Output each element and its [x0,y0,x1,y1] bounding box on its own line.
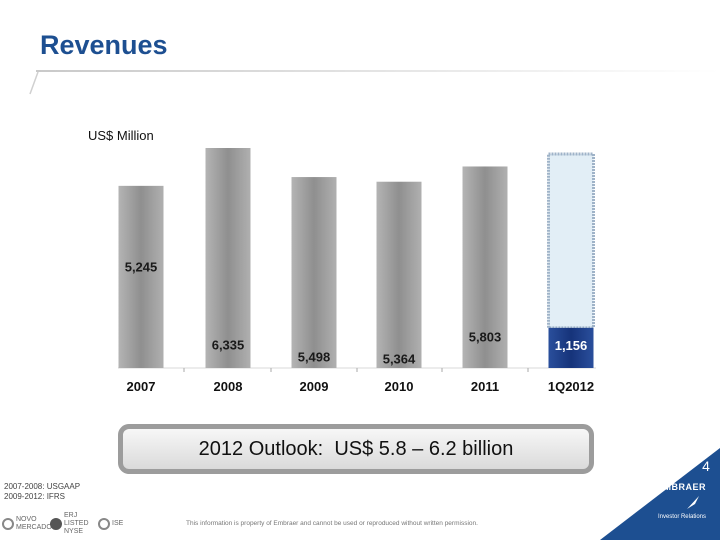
bar-value-label: 5,803 [469,329,502,344]
projection-outline [547,152,595,330]
x-tick-label: 2011 [471,379,499,394]
x-tick-label: 2008 [214,379,243,394]
brand-subtitle: Investor Relations [657,514,706,520]
x-tick-label: 2010 [385,379,414,394]
x-tick-label: 2007 [127,379,156,394]
slide-title: Revenues [40,30,168,60]
bar-2007 [118,185,164,368]
bar-1q2012 [548,327,594,368]
novo-mercado-logo: NOVO MERCADO [2,516,52,532]
novo-mercado-seal-icon [2,518,14,530]
footnote-line: 2007-2008: USGAAP [4,482,81,491]
nyse-logo: ERJ LISTED NYSE [50,512,94,536]
embraer-wing-icon [687,496,699,509]
bar-value-label: 5,245 [125,260,158,275]
y-axis-label: US$ Million [88,128,154,143]
outlook-box: 2012 Outlook: US$ 5.8 – 6.2 billion [118,424,594,474]
x-tick-label: 1Q2012 [548,379,594,394]
bar-value-label: 5,364 [383,352,416,367]
ise-seal-icon [98,518,110,530]
footer-disclaimer: This information is property of Embraer … [186,520,478,527]
ise-logo: ISE [98,518,123,530]
bar-2011 [462,166,508,368]
brand-background [600,448,720,540]
title-slash [29,71,39,95]
footer-logos: NOVO MERCADO ERJ LISTED NYSE ISE [2,508,172,540]
bar-value-label: 5,498 [298,349,331,364]
bar-2010 [376,181,422,368]
bar-value-label: 6,335 [212,337,245,352]
embraer-logo: EMBRAER Investor Relations [618,478,710,532]
revenue-chart: US$ Million 5,245 2007 6,335 2008 5,498 2009 5… [88,128,596,394]
page-number: 4 [702,458,710,474]
brand-name: EMBRAER [656,482,706,492]
x-tick-label: 2009 [300,379,329,394]
title-underline [36,70,720,72]
footnotes: 2007-2008: USGAAP 2009-2012: IFRS [4,482,80,502]
nyse-seal-icon [50,518,62,530]
bar-value-label: 1,156 [555,338,588,353]
bar-2009 [291,177,337,368]
bar-2008 [205,148,251,368]
footnote-line: 2009-2012: IFRS [4,492,65,501]
